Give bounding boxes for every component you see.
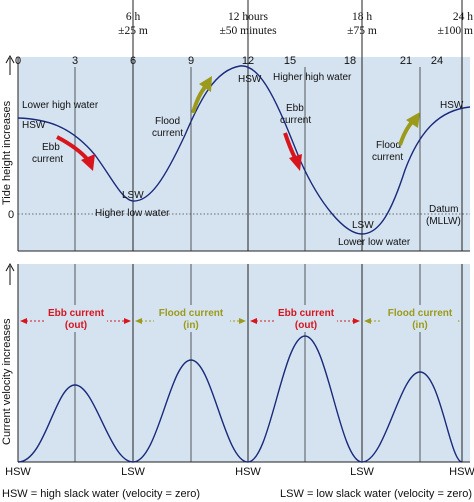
tide-height-curve [17, 65, 471, 235]
tide-height-axis-label: Tide height increases [1, 100, 13, 205]
axis-lsw-1: LSW [121, 466, 145, 478]
flood-current-1-direction: (in) [183, 320, 199, 331]
flood-current-1-label-b: current [152, 128, 183, 139]
footer-lsw-definition: LSW = low slack water (velocity = zero) [280, 488, 472, 500]
label-18h: 18 h [352, 11, 372, 23]
tide-annotations: Lower high water HSW Ebb current LSW Hig… [22, 72, 464, 248]
tick-21: 21 [400, 55, 412, 67]
ebb-current-1-direction: (out) [65, 320, 87, 331]
datum-label: Datum [429, 204, 458, 215]
hour-ticks: 0 3 6 9 12 15 18 21 24 [15, 55, 443, 67]
ebb-current-2-label-b: current [280, 115, 311, 126]
top-time-labels: 6 h ±25 m 12 hours ±50 minutes 18 h ±75 … [118, 11, 473, 37]
label-24h-range: ±100 m [438, 25, 473, 37]
label-12h: 12 hours [228, 11, 268, 23]
ebb-current-2-direction: (out) [295, 320, 317, 331]
current-velocity-panel [18, 264, 470, 462]
footer-hsw-definition: HSW = high slack water (velocity = zero) [2, 488, 200, 500]
ebb-current-1-label-a: Ebb [42, 142, 60, 153]
current-velocity-axis-label: Current velocity increases [1, 318, 13, 445]
tick-12: 12 [242, 55, 254, 67]
hsw-mid-label: HSW [238, 74, 262, 85]
flood-arrow-2-icon [398, 112, 420, 146]
hsw-right-label: HSW [440, 100, 464, 111]
flood-current-2-label-b: current [372, 152, 403, 163]
tick-9: 9 [188, 55, 194, 67]
ebb-current-2-title: Ebb current [278, 308, 335, 319]
flood-current-1-label-a: Flood [155, 116, 180, 127]
tick-24: 24 [431, 55, 443, 67]
ebb-current-1-label-b: current [32, 154, 63, 165]
label-18h-range: ±75 m [347, 25, 377, 37]
tick-3: 3 [72, 55, 78, 67]
current-velocity-curve [17, 335, 463, 463]
velocity-axis-arrow-icon [5, 262, 15, 285]
tide-axis-arrow-icon [5, 54, 15, 75]
flood-current-1-title: Flood current [159, 308, 224, 319]
flood-current-2-label-a: Flood [376, 140, 401, 151]
label-24h: 24 h [453, 11, 473, 23]
axis-hsw-4: HSW [449, 466, 474, 478]
lower-low-water-label: Lower low water [338, 237, 411, 248]
hsw-left-label: HSW [22, 120, 46, 131]
label-12h-range: ±50 minutes [219, 25, 277, 37]
lsw-1-label: LSW [122, 190, 144, 201]
axis-hsw-2: HSW [235, 466, 261, 478]
slack-water-axis: HSW LSW HSW LSW HSW [5, 466, 474, 478]
flood-current-2-direction: (in) [412, 320, 428, 331]
ebb-arrow-1-icon [56, 135, 95, 171]
tick-0: 0 [15, 55, 21, 67]
label-6h-range: ±25 m [118, 25, 148, 37]
tick-18: 18 [344, 55, 356, 67]
axis-lsw-3: LSW [350, 466, 374, 478]
higher-low-water-label: Higher low water [95, 208, 170, 219]
ebb-current-2-label-a: Ebb [286, 103, 304, 114]
axis-hsw-0: HSW [5, 466, 31, 478]
flood-current-2-title: Flood current [388, 308, 453, 319]
tide-zero-label: 0 [8, 209, 14, 221]
label-6h: 6 h [126, 11, 141, 23]
tick-6: 6 [130, 55, 136, 67]
higher-high-water-label: Higher high water [273, 72, 352, 83]
ebb-current-1-title: Ebb current [48, 308, 105, 319]
lsw-2-label: LSW [352, 220, 374, 231]
lower-high-water-label: Lower high water [22, 100, 99, 111]
tick-15: 15 [284, 55, 296, 67]
current-labels: Ebb current (out) Flood current (in) Ebb… [45, 305, 458, 332]
flood-arrow-1-icon [191, 76, 212, 114]
datum-mllw-label: (MLLW) [426, 216, 461, 227]
ebb-arrow-2-icon [283, 132, 302, 171]
